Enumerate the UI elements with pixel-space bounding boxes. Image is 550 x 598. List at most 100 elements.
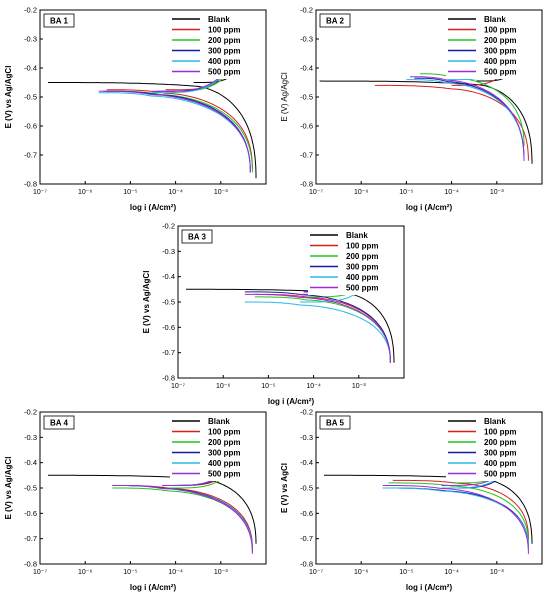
legend-entry: 400 ppm [346,273,378,282]
x-tick-label: 10⁻⁴ [306,383,321,390]
x-tick-label: 10⁻⁷ [309,569,323,576]
tafel-chart-ba1: -0.2 -0.3 -0.4 -0.5 -0.6 -0.7 -0.810⁻⁷ 10⁻⁶ 10⁻⁵… [4,6,267,212]
legend-entry: 500 ppm [208,68,240,77]
legend-entry: 200 ppm [208,438,240,447]
y-tick-label: -0.3 [300,35,313,44]
legend-entry: 300 ppm [208,449,240,458]
y-tick-label: -0.8 [24,560,37,569]
legend-entry: 100 ppm [208,428,240,437]
legend-entry: 400 ppm [484,57,516,66]
y-tick-label: -0.8 [300,560,313,569]
y-tick-label: -0.2 [24,6,37,15]
panel-label-text: BA 2 [326,17,344,26]
y-tick-label: -0.2 [300,408,313,417]
panel-label: BA 4 [43,415,75,430]
x-tick-label: 10⁻³ [490,569,504,576]
legend-entry: 300 ppm [346,263,378,272]
panel-label-box [319,415,351,430]
legend-entry: 500 ppm [346,284,378,293]
y-tick-label: -0.7 [24,151,37,160]
x-tick-label: 10⁻⁷ [33,189,47,196]
y-tick-label: -0.4 [300,64,313,73]
y-tick-label: -0.7 [300,151,313,160]
panel-label-box [181,229,213,244]
panel-label: BA 3 [181,229,213,244]
x-tick-label: 10⁻⁶ [216,383,230,390]
legend-entry: 500 ppm [484,68,516,77]
y-tick-label: -0.4 [300,458,313,467]
x-tick-label: 10⁻⁷ [309,189,323,196]
legend-entry: 300 ppm [484,47,516,56]
x-tick-label: 10⁻⁴ [168,569,183,576]
y-tick-label: -0.4 [24,64,37,73]
legend-background [446,12,536,79]
legend-entry: 500 ppm [484,470,516,479]
x-tick-label: 10⁻⁵ [123,189,137,196]
panel-label-text: BA 1 [50,17,68,26]
y-tick-label: -0.3 [162,247,175,256]
legend-entry: Blank [484,417,506,426]
cathodic-curve [112,485,253,554]
y-tick-label: -0.5 [162,298,175,307]
panel-label-box [43,415,75,430]
legend-entry: 300 ppm [484,449,516,458]
legend-entry: 200 ppm [346,252,378,261]
panel-label-text: BA 4 [50,419,68,428]
y-axis-label: E (V) vs AgCl [280,463,289,513]
y-tick-label: -0.6 [300,509,313,518]
cathodic-curve [48,82,257,179]
panel-label-text: BA 5 [326,419,344,428]
cathodic-curve [410,76,525,161]
legend-entry: 500 ppm [208,470,240,479]
legend-entry: Blank [346,231,368,240]
x-tick-label: 10⁻⁶ [354,569,368,576]
x-axis-label: log i (A/cm²) [406,583,453,592]
y-axis-label: E (V) vs Ag/AgCl [142,271,151,334]
x-axis-label: log i (A/cm²) [268,397,315,406]
legend-background [308,228,398,295]
cathodic-curve [382,485,529,554]
y-tick-label: -0.8 [300,180,313,189]
legend-entry: 100 ppm [208,26,240,35]
panel-label: BA 5 [319,415,351,430]
panel-label: BA 2 [319,13,351,28]
x-tick-label: 10⁻⁶ [78,569,92,576]
legend-background [170,12,260,79]
y-tick-label: -0.3 [24,35,37,44]
x-tick-label: 10⁻⁶ [354,189,368,196]
y-tick-label: -0.8 [162,374,175,383]
x-tick-label: 10⁻⁵ [399,569,413,576]
x-tick-label: 10⁻⁷ [33,569,47,576]
y-axis-label: E (V) vs Ag/AgCl [4,66,13,129]
cathodic-curve [382,487,529,549]
x-tick-label: 10⁻⁴ [444,569,459,576]
y-tick-label: -0.8 [24,180,37,189]
legend-entry: 100 ppm [484,26,516,35]
y-tick-label: -0.6 [300,122,313,131]
legend-entry: 200 ppm [484,438,516,447]
x-tick-label: 10⁻³ [214,189,228,196]
cathodic-curve [244,293,391,363]
legend-background [446,414,536,481]
x-tick-label: 10⁻³ [490,189,504,196]
y-tick-label: -0.5 [300,93,313,102]
y-axis-label: E (V) vs Ag/AgCl [4,457,13,520]
tafel-chart-ba5: -0.2 -0.3 -0.4 -0.5 -0.6 -0.7 -0.810⁻⁷ 10⁻⁶ 10⁻⁵… [280,408,543,592]
legend-entry: 300 ppm [208,47,240,56]
x-tick-label: 10⁻⁵ [399,189,413,196]
x-axis-label: log i (A/cm²) [406,203,453,212]
y-tick-label: -0.5 [24,484,37,493]
y-tick-label: -0.7 [162,348,175,357]
y-tick-label: -0.4 [24,458,37,467]
y-tick-label: -0.6 [162,323,175,332]
tafel-chart-ba2: -0.2 -0.3 -0.4 -0.5 -0.6 -0.7 -0.810⁻⁷ 10⁻⁶ 10⁻⁵… [280,6,543,212]
cathodic-curve [406,79,525,161]
y-tick-label: -0.7 [300,534,313,543]
y-tick-label: -0.3 [24,433,37,442]
cathodic-curve [98,90,251,173]
legend-background [170,414,260,481]
x-axis-label: log i (A/cm²) [130,203,177,212]
